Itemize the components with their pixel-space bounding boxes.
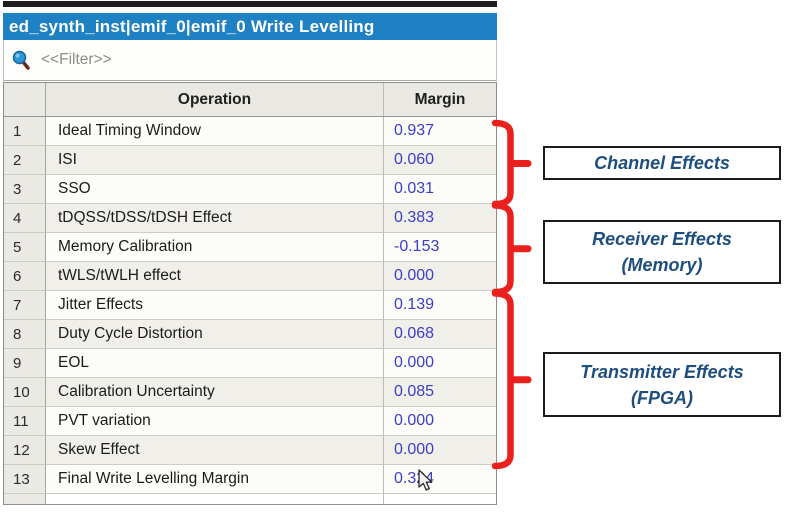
table-row[interactable]: 7 Jitter Effects 0.139 [4,291,496,320]
table-row[interactable]: 4 tDQSS/tDSS/tDSH Effect 0.383 [4,204,496,233]
margin-cell[interactable]: 0.068 [384,320,496,349]
operation-cell[interactable]: Jitter Effects [46,291,384,320]
header-margin[interactable]: Margin [384,83,496,116]
operation-cell[interactable]: Ideal Timing Window [46,117,384,146]
table-body: 1 Ideal Timing Window 0.937 2 ISI 0.060 … [4,117,496,494]
annotation-label: (Memory) [621,255,703,275]
row-number-cell[interactable]: 11 [4,407,46,436]
operation-cell[interactable]: tDQSS/tDSS/tDSH Effect [46,204,384,233]
brace-receiver-effects-memory [491,202,514,296]
margin-cell[interactable]: 0.031 [384,175,496,204]
row-number-cell[interactable]: 6 [4,262,46,291]
brace-channel-effects [491,119,514,208]
row-number-cell[interactable]: 7 [4,291,46,320]
table-row[interactable]: 11 PVT variation 0.000 [4,407,496,436]
row-number-cell[interactable]: 8 [4,320,46,349]
operation-cell[interactable]: Calibration Uncertainty [46,378,384,407]
table-partial-row [4,494,496,504]
stub-operation-cell [46,494,384,504]
table-row[interactable]: 9 EOL 0.000 [4,349,496,378]
table-row[interactable]: 8 Duty Cycle Distortion 0.068 [4,320,496,349]
operation-cell[interactable]: ISI [46,146,384,175]
filter-bar [3,40,497,81]
filter-input[interactable] [39,50,423,70]
header-operation[interactable]: Operation [46,83,384,116]
table-row[interactable]: 6 tWLS/tWLH effect 0.000 [4,262,496,291]
margin-cell[interactable]: 0.324 [384,465,496,494]
window-top-strip [3,1,497,7]
table-row[interactable]: 3 SSO 0.031 [4,175,496,204]
header-number[interactable] [4,83,46,116]
stub-number-cell [4,494,46,504]
annotation-label: Transmitter Effects [580,361,744,382]
margin-cell[interactable]: 0.383 [384,204,496,233]
annotation-label: Channel Effects [594,153,730,173]
row-number-cell[interactable]: 5 [4,233,46,262]
margin-cell[interactable]: 0.060 [384,146,496,175]
row-number-cell[interactable]: 1 [4,117,46,146]
margins-table: Operation Margin 1 Ideal Timing Window 0… [3,82,497,505]
stub-margin-cell [384,494,496,504]
table-row[interactable]: 1 Ideal Timing Window 0.937 [4,117,496,146]
operation-cell[interactable]: PVT variation [46,407,384,436]
margin-cell[interactable]: 0.000 [384,349,496,378]
row-number-cell[interactable]: 3 [4,175,46,204]
operation-cell[interactable]: Final Write Levelling Margin [46,465,384,494]
panel-title: ed_synth_inst|emif_0|emif_0 Write Levell… [9,17,375,36]
margin-cell[interactable]: 0.937 [384,117,496,146]
table-header-row: Operation Margin [4,83,496,117]
search-icon [12,50,30,70]
annotation-box-receiver-effects: Receiver Effects (Memory) [543,220,781,284]
row-number-cell[interactable]: 2 [4,146,46,175]
table-row[interactable]: 2 ISI 0.060 [4,146,496,175]
panel-title-bar[interactable]: ed_synth_inst|emif_0|emif_0 Write Levell… [3,13,497,40]
brace-transmitter-effects-fpga [491,290,514,470]
margin-cell[interactable]: -0.153 [384,233,496,262]
margin-cell[interactable]: 0.139 [384,291,496,320]
table-row[interactable]: 5 Memory Calibration -0.153 [4,233,496,262]
row-number-cell[interactable]: 9 [4,349,46,378]
table-row[interactable]: 10 Calibration Uncertainty 0.085 [4,378,496,407]
row-number-cell[interactable]: 12 [4,436,46,465]
operation-cell[interactable]: EOL [46,349,384,378]
table-row[interactable]: 13 Final Write Levelling Margin 0.324 [4,465,496,494]
operation-cell[interactable]: Memory Calibration [46,233,384,262]
margin-cell[interactable]: 0.000 [384,407,496,436]
row-number-cell[interactable]: 10 [4,378,46,407]
margin-cell[interactable]: 0.000 [384,436,496,465]
row-number-cell[interactable]: 13 [4,465,46,494]
margin-cell[interactable]: 0.085 [384,378,496,407]
annotation-box-channel-effects: Channel Effects [543,146,781,180]
operation-cell[interactable]: Duty Cycle Distortion [46,320,384,349]
table-row[interactable]: 12 Skew Effect 0.000 [4,436,496,465]
annotation-label: Receiver Effects [592,229,732,249]
operation-cell[interactable]: Skew Effect [46,436,384,465]
annotation-label: (FPGA) [631,387,693,408]
annotation-box-transmitter-effects: Transmitter Effects (FPGA) [543,352,781,417]
row-number-cell[interactable]: 4 [4,204,46,233]
margin-cell[interactable]: 0.000 [384,262,496,291]
operation-cell[interactable]: tWLS/tWLH effect [46,262,384,291]
operation-cell[interactable]: SSO [46,175,384,204]
